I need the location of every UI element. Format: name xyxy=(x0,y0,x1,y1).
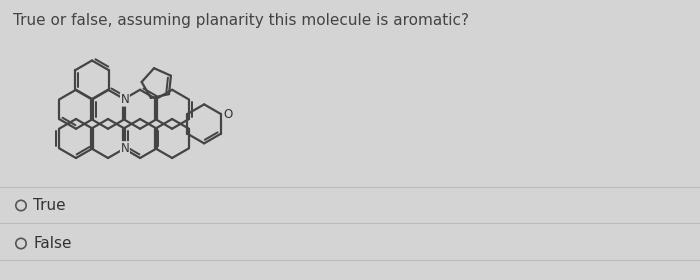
Text: N: N xyxy=(120,93,130,106)
Text: N: N xyxy=(120,142,130,155)
Text: True or false, assuming planarity this molecule is aromatic?: True or false, assuming planarity this m… xyxy=(13,13,469,28)
Text: True: True xyxy=(33,198,66,213)
Text: O: O xyxy=(223,108,232,121)
Text: False: False xyxy=(33,236,71,251)
